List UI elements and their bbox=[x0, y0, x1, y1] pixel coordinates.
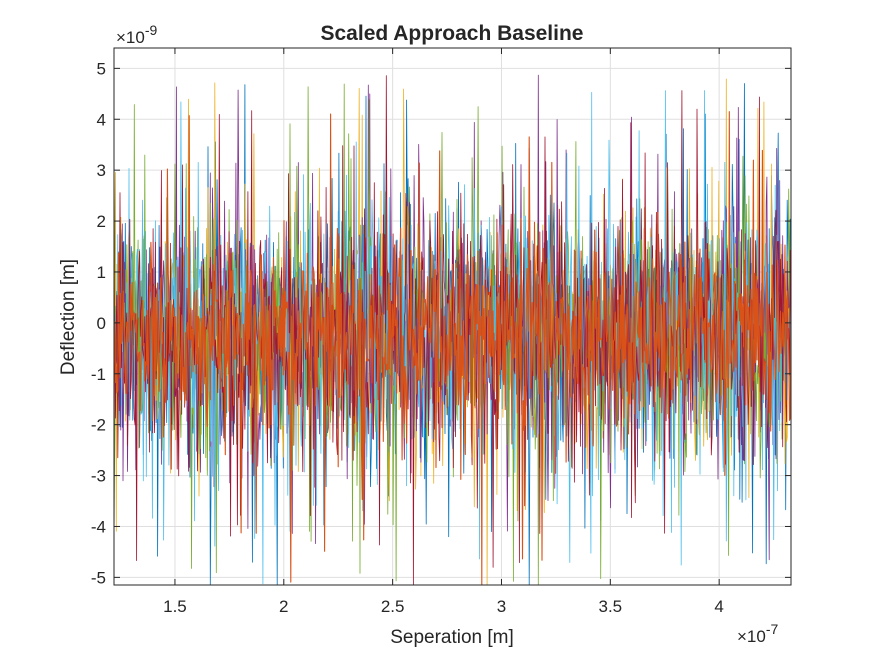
y-tick-label: 2 bbox=[97, 212, 106, 231]
y-tick-label: 4 bbox=[97, 110, 106, 129]
x-tick-label: 3.5 bbox=[599, 597, 623, 616]
svg-text:×10-7: ×10-7 bbox=[737, 621, 779, 646]
y-tick-label: 3 bbox=[97, 161, 106, 180]
y-tick-label: 1 bbox=[97, 263, 106, 282]
y-exponent-power: -9 bbox=[145, 22, 158, 38]
y-tick-label: -3 bbox=[91, 467, 106, 486]
axes-box bbox=[113, 47, 792, 586]
y-exponent-label: ×10-9 bbox=[116, 22, 158, 47]
x-tick-label: 4 bbox=[714, 597, 723, 616]
x-exponent-label: ×10-7 bbox=[737, 621, 779, 646]
x-axis-label: Seperation [m] bbox=[390, 627, 514, 648]
x-exponent-power: -7 bbox=[766, 621, 779, 637]
x-tick-label: 2.5 bbox=[381, 597, 405, 616]
series-group bbox=[114, 74, 791, 585]
chart-title: Scaled Approach Baseline bbox=[321, 22, 584, 45]
x-exponent-base: ×10 bbox=[737, 627, 766, 646]
series-line-7 bbox=[114, 111, 791, 585]
y-tick-label: -1 bbox=[91, 365, 106, 384]
svg-text:×10-9: ×10-9 bbox=[116, 22, 158, 47]
y-tick-label: 5 bbox=[97, 59, 106, 78]
y-tick-label: -2 bbox=[91, 416, 106, 435]
y-axis-label: Deflection [m] bbox=[58, 259, 79, 375]
y-exponent-base: ×10 bbox=[116, 28, 145, 47]
x-tick-label: 2 bbox=[279, 597, 288, 616]
y-tick-label: 0 bbox=[97, 314, 106, 333]
y-tick-label: -5 bbox=[91, 568, 106, 587]
ticks: 1.5 2 2.5 3 3.5 4 -5 -4 -3 -2 -1 0 1 2 3 4 5 bbox=[91, 48, 791, 616]
x-tick-label: 1.5 bbox=[163, 597, 187, 616]
y-tick-label: -4 bbox=[91, 517, 106, 536]
x-tick-label: 3 bbox=[497, 597, 506, 616]
